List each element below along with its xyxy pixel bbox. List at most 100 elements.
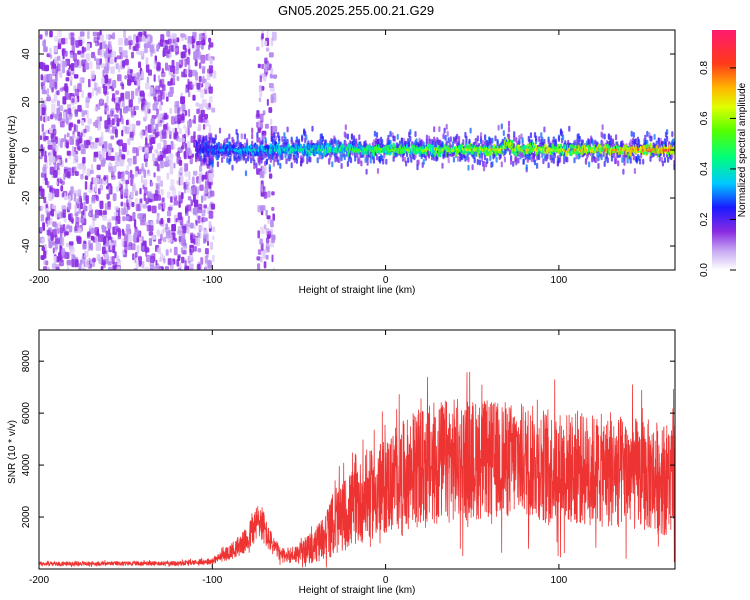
noise-cell (208, 173, 214, 182)
noise-cell (44, 173, 47, 181)
noise-cell (79, 202, 83, 210)
noise-cell (63, 173, 66, 181)
noise-cell (188, 64, 191, 71)
ridge-halo-cell (378, 138, 381, 145)
noise-cell (186, 204, 192, 212)
noise-cell (125, 179, 130, 185)
noise-cell (81, 46, 85, 54)
ridge-halo-cell (646, 130, 649, 137)
noise-cell (261, 63, 265, 70)
noise-cell (71, 98, 75, 103)
noise-cell (198, 225, 204, 231)
noise-cell (167, 91, 173, 97)
noise-cell (66, 242, 70, 248)
noise-cell (49, 47, 52, 55)
noise-cell (50, 114, 54, 120)
noise-cell (107, 111, 110, 116)
ridge-halo-cell (491, 161, 494, 168)
ridge-halo-cell (331, 161, 334, 168)
noise-cell (109, 256, 113, 263)
noise-cell (145, 64, 150, 73)
spectrogram-plot-area (39, 30, 675, 270)
noise-cell (132, 155, 137, 165)
noise-cell (90, 242, 93, 250)
noise-cell (52, 204, 57, 210)
noise-cell (47, 144, 53, 150)
ridge-halo-cell (438, 126, 441, 133)
noise-cell (156, 229, 161, 237)
noise-cell (208, 124, 211, 134)
noise-cell (161, 197, 165, 203)
noise-cell (44, 99, 47, 105)
noise-cell (128, 198, 132, 207)
ridge-halo-cell (250, 157, 253, 164)
noise-cell (260, 226, 265, 234)
ridge-halo-cell (538, 154, 541, 161)
ridge-halo-cell (284, 136, 287, 143)
noise-cell (103, 175, 106, 181)
snr-panel: -200 -100 0 100 2000 4000 6000 8000 Height of s… (7, 329, 676, 596)
noise-cell (272, 74, 278, 79)
noise-cell (136, 120, 141, 126)
noise-cell (147, 205, 152, 212)
noise-cell (116, 255, 120, 263)
noise-cell (179, 166, 183, 173)
ridge-halo-cell (465, 135, 468, 142)
noise-cell (210, 190, 215, 197)
noise-cell (272, 125, 278, 135)
ridge-halo-cell (321, 152, 324, 159)
noise-cell (51, 103, 56, 113)
noise-cell (157, 115, 163, 121)
noise-cell (184, 260, 187, 267)
noise-cell (257, 120, 261, 128)
spectrogram-xtick-label: -100 (202, 275, 222, 286)
noise-cell (167, 217, 171, 223)
noise-cell (127, 138, 131, 146)
noise-cell (103, 235, 107, 245)
noise-cell (56, 90, 60, 96)
noise-cell (82, 268, 87, 270)
noise-cell (257, 127, 261, 133)
noise-cell (134, 252, 138, 258)
ridge-halo-cell (480, 156, 484, 163)
ridge-halo-cell (349, 157, 353, 164)
noise-cell (144, 161, 148, 168)
noise-cell (126, 202, 130, 208)
ridge-halo-cell (251, 127, 254, 134)
noise-cell (162, 131, 167, 139)
noise-cell (80, 216, 85, 224)
noise-cell (210, 241, 214, 250)
noise-cell (167, 258, 172, 266)
ridge-halo-cell (637, 139, 641, 146)
noise-cell (156, 44, 160, 52)
noise-cell (54, 188, 60, 198)
noise-cell (70, 32, 75, 37)
noise-cell (142, 204, 148, 209)
noise-cell (203, 193, 207, 201)
noise-cell (51, 87, 54, 93)
snr-marks (39, 371, 675, 568)
noise-cell (110, 66, 115, 74)
noise-cell (158, 238, 162, 245)
noise-cell (197, 215, 201, 224)
noise-cell (185, 69, 189, 75)
noise-cell (170, 116, 176, 125)
noise-cell (67, 167, 72, 177)
ridge-halo-cell (251, 133, 254, 140)
noise-cell (198, 103, 204, 110)
noise-cell (262, 72, 267, 82)
noise-cell (167, 230, 172, 239)
ridge-halo-cell (409, 129, 412, 136)
noise-cell (135, 79, 141, 87)
noise-cell (194, 186, 200, 195)
ridge-halo-cell (464, 155, 467, 162)
noise-cell (153, 172, 156, 178)
noise-cell (197, 40, 202, 45)
ridge-halo-cell (611, 138, 615, 145)
noise-cell (264, 57, 268, 64)
noise-cell (111, 97, 116, 102)
noise-cell (97, 37, 100, 46)
noise-cell (148, 224, 154, 232)
ridge-halo-cell (666, 129, 669, 136)
